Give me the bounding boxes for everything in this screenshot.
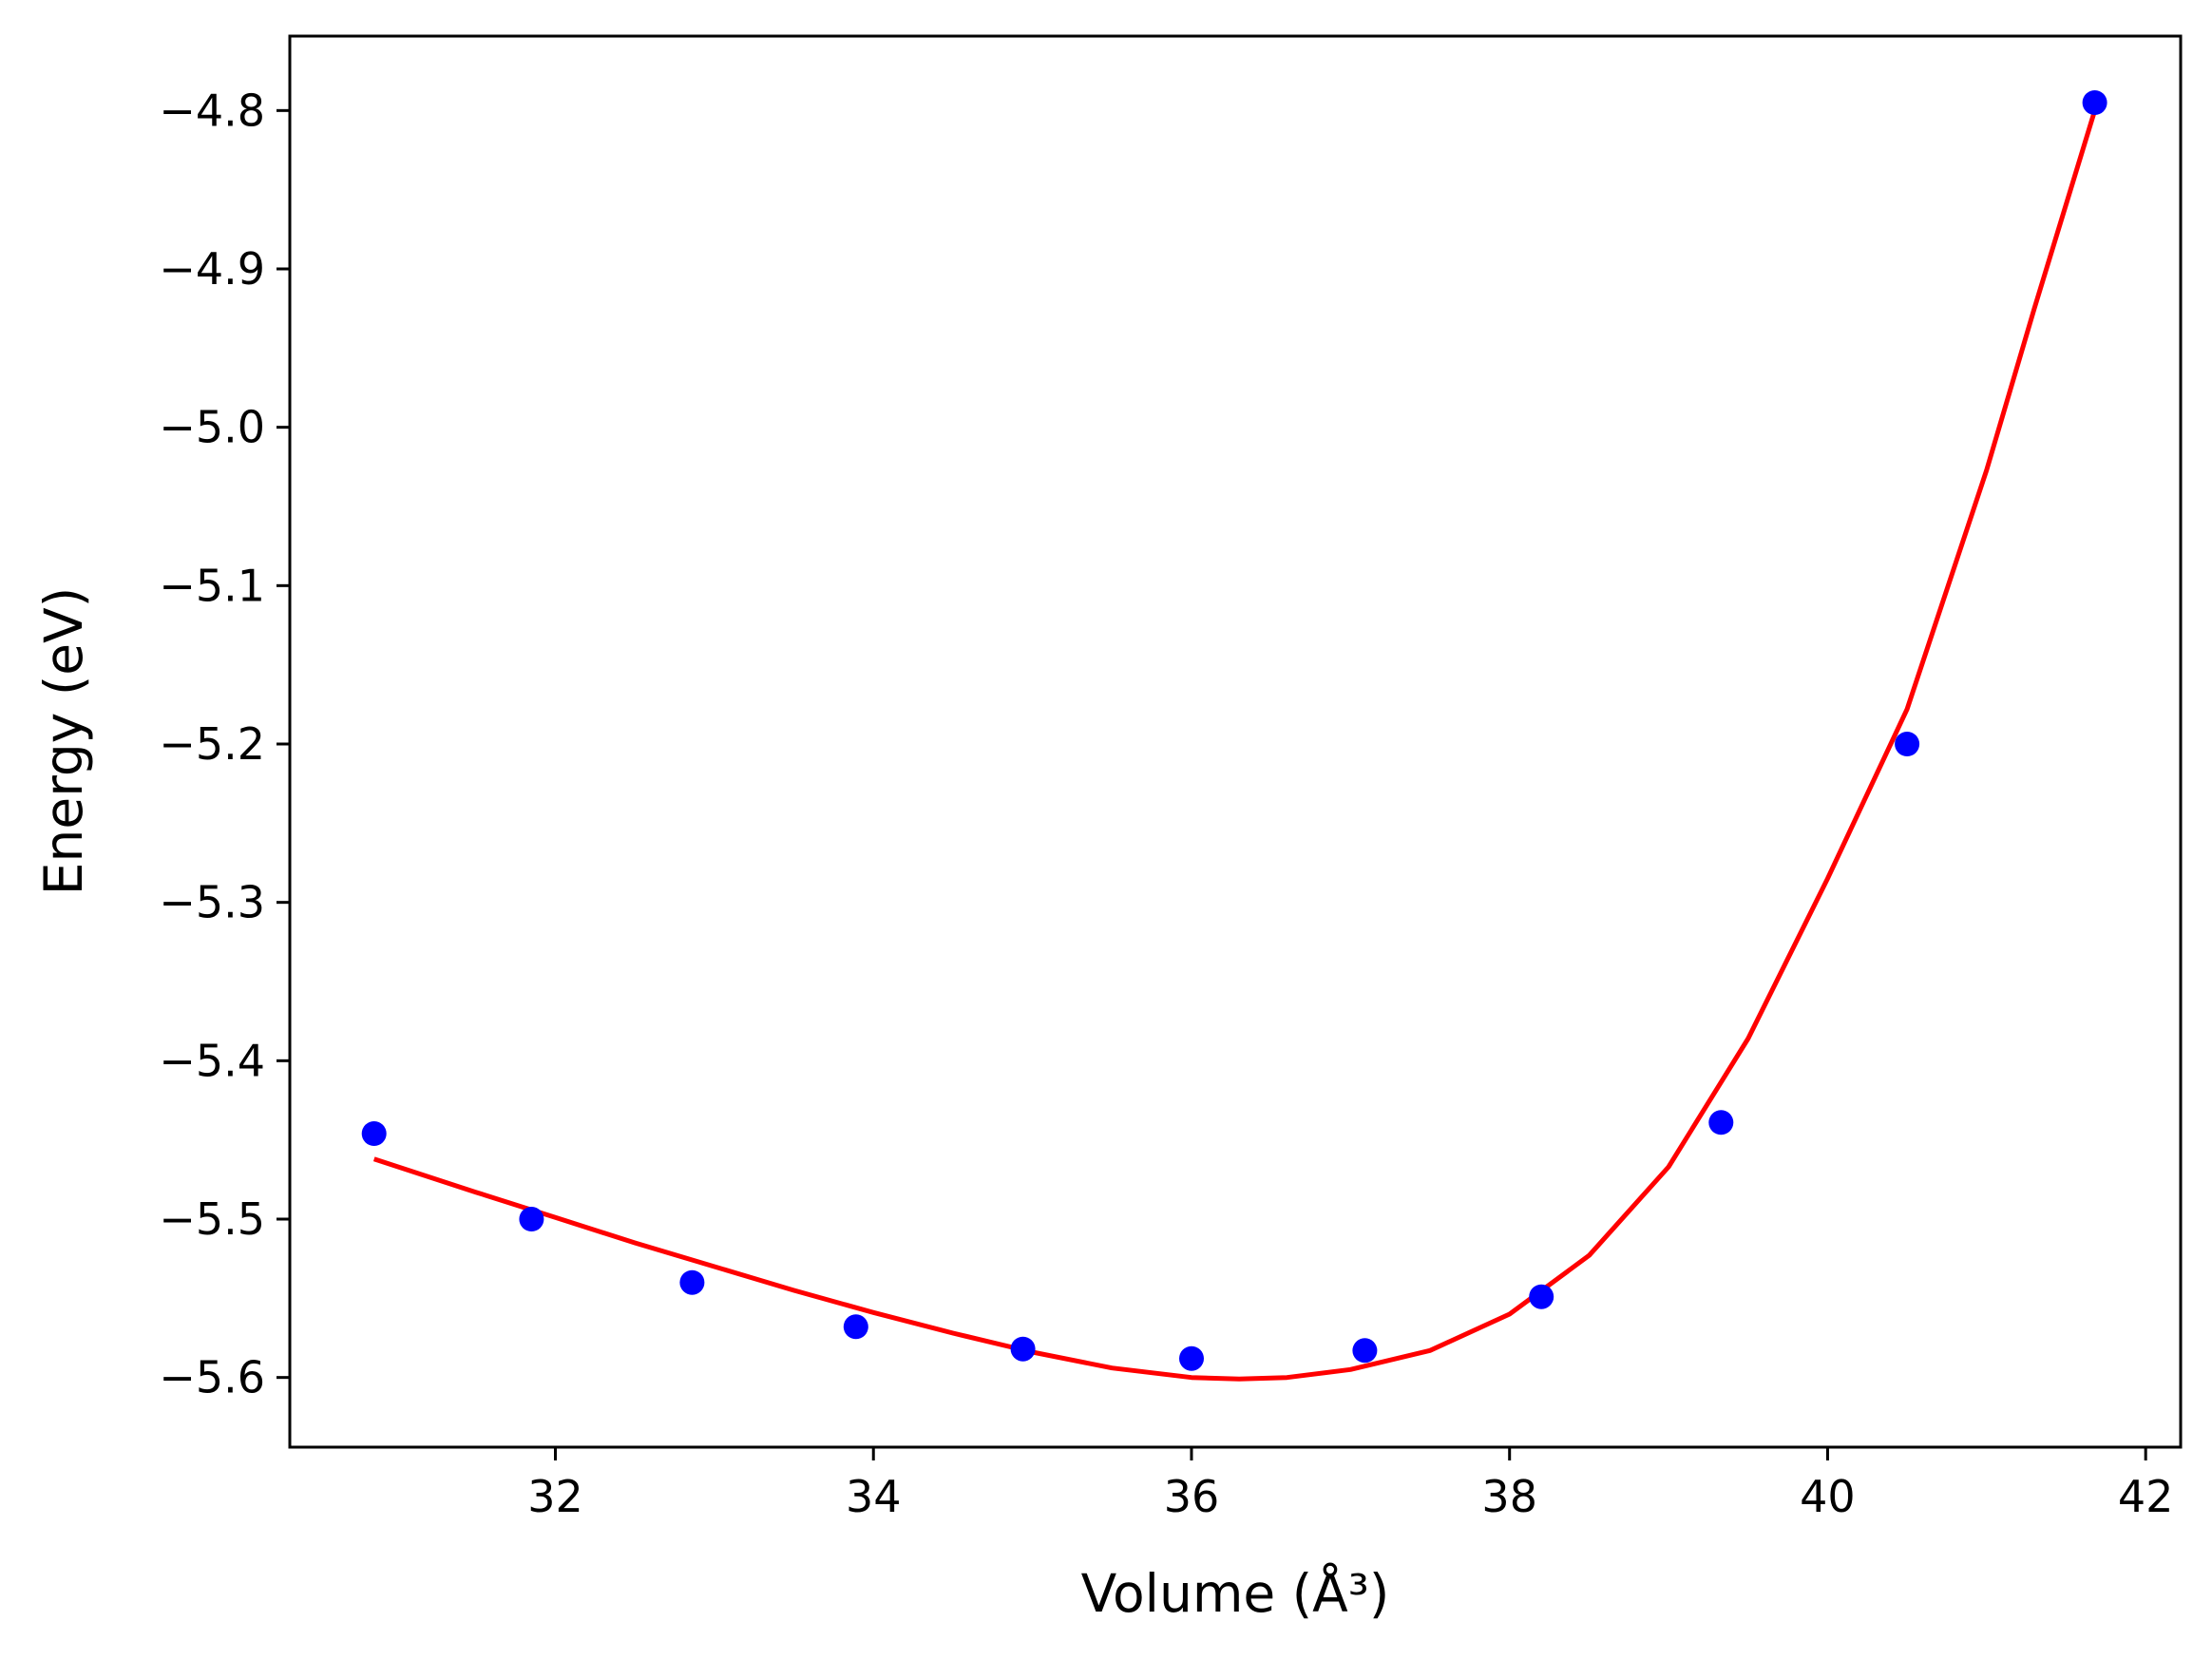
x-tick-label: 38: [1481, 1471, 1537, 1522]
x-tick-label: 34: [846, 1471, 902, 1522]
x-axis-label: Volume (Å³): [1081, 1562, 1390, 1624]
data-point: [1529, 1284, 1554, 1309]
data-point: [843, 1314, 868, 1340]
data-point: [679, 1269, 705, 1295]
y-tick-label: −4.9: [159, 243, 265, 295]
y-tick-label: −5.3: [159, 877, 265, 928]
y-tick-label: −5.0: [159, 402, 265, 453]
x-tick-label: 36: [1164, 1471, 1220, 1522]
x-tick-label: 40: [1800, 1471, 1856, 1522]
x-tick-label: 32: [527, 1471, 583, 1522]
y-tick-label: −5.1: [159, 560, 265, 611]
y-tick-label: −4.8: [159, 85, 265, 136]
fit-curve: [372, 109, 2097, 1382]
y-tick-label: −5.4: [159, 1035, 265, 1086]
data-point: [519, 1207, 544, 1231]
y-tick-label: −5.2: [159, 718, 265, 770]
y-tick-label: −5.6: [159, 1352, 265, 1403]
plot-area: [361, 90, 2107, 1382]
x-tick-label: 42: [2118, 1471, 2174, 1522]
data-point: [2082, 90, 2107, 115]
plot-frame: [288, 34, 2183, 1449]
data-point: [1179, 1345, 1204, 1371]
y-axis-ticks: −4.8 −4.9 −5.0 −5.1 −5.2 −5.3 −5.4 −5.5 −5.6: [159, 85, 290, 1403]
y-tick-label: −5.5: [159, 1193, 265, 1245]
y-axis-label: Energy (eV): [33, 587, 94, 895]
data-point: [361, 1121, 387, 1146]
data-point: [1708, 1110, 1734, 1135]
data-point: [1010, 1336, 1036, 1362]
data-point: [1895, 732, 1920, 756]
x-axis-ticks: 32 34 36 38 40 42: [527, 1447, 2173, 1522]
data-point: [1352, 1338, 1378, 1364]
